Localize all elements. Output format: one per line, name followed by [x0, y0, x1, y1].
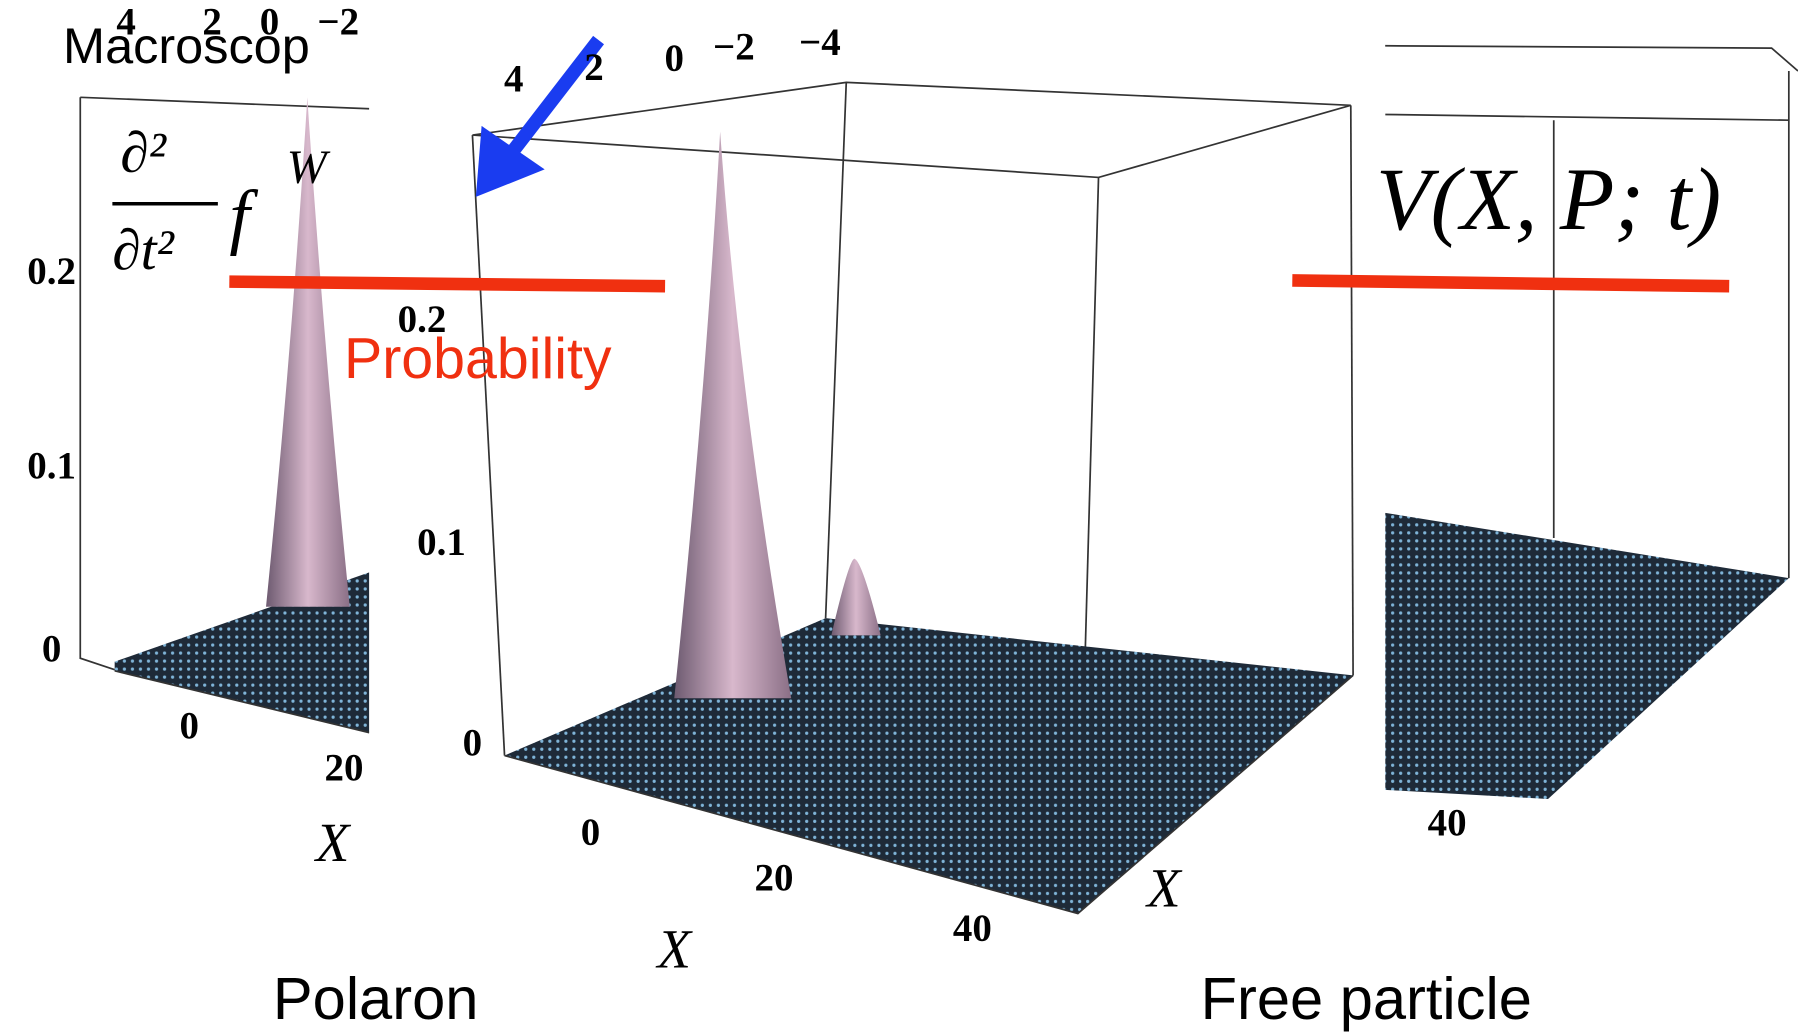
peak	[266, 97, 350, 607]
middle-plot	[471, 81, 1354, 915]
x-tick-label: 40	[953, 907, 992, 950]
box-edge	[114, 669, 370, 734]
z-tick-label: 0.2	[27, 250, 76, 293]
box-edge	[824, 82, 848, 619]
strike	[1292, 274, 1730, 293]
box-edge	[504, 674, 1354, 915]
x-axis-label: X	[655, 918, 693, 979]
title: Macroscop	[63, 17, 310, 74]
x-tick-label: 40	[1428, 802, 1467, 845]
z-tick-label: 0	[463, 722, 482, 765]
left-plot	[79, 96, 370, 734]
x-tick-label: 20	[325, 747, 364, 790]
x-tick-label: 0	[179, 704, 198, 747]
right-plot	[1385, 44, 1798, 800]
box-edge	[79, 97, 115, 671]
arrow	[504, 35, 605, 159]
y-tick-label: −4	[799, 21, 841, 64]
surface	[1385, 512, 1789, 800]
y-tick-label: 2	[202, 0, 221, 43]
peak	[674, 131, 792, 699]
numerator: ∂²	[120, 122, 166, 185]
denominator: ∂t²	[112, 219, 174, 282]
y-axis-label: X	[1145, 858, 1183, 919]
panel	[369, 51, 1386, 1036]
y-tick-label: −2	[713, 26, 755, 69]
bump	[831, 558, 881, 636]
arrow-head	[475, 125, 545, 197]
x-tick-label: 0	[581, 811, 600, 854]
y-tick-label: 4	[504, 58, 523, 101]
x-axis-label: X	[314, 812, 352, 873]
annotation: Probability	[344, 327, 612, 391]
y-tick-label: −2	[317, 0, 359, 43]
z-tick-label: 0.2	[398, 298, 447, 341]
box-edge	[1385, 113, 1789, 122]
x-tick-label: 20	[755, 857, 794, 900]
y-tick-label: 0	[665, 37, 684, 80]
z-tick-label: 0.1	[417, 521, 466, 564]
superscript: W	[287, 141, 331, 194]
z-tick-label: 0	[42, 628, 61, 671]
box-edge	[471, 135, 506, 756]
y-tick-label: 4	[116, 0, 135, 43]
surface	[114, 572, 370, 733]
box-edge	[1385, 44, 1798, 72]
caption: Free particle	[1201, 965, 1532, 1032]
formula-right: V(X, P; t)	[1376, 150, 1721, 249]
box-edge	[80, 96, 370, 110]
strike	[229, 275, 666, 293]
function: f	[229, 175, 258, 256]
y-tick-label: 2	[584, 46, 603, 89]
z-tick-label: 0.1	[27, 445, 76, 488]
y-tick-label: 0	[260, 0, 279, 43]
box-edge	[1349, 105, 1354, 676]
caption: Polaron	[273, 965, 478, 1032]
